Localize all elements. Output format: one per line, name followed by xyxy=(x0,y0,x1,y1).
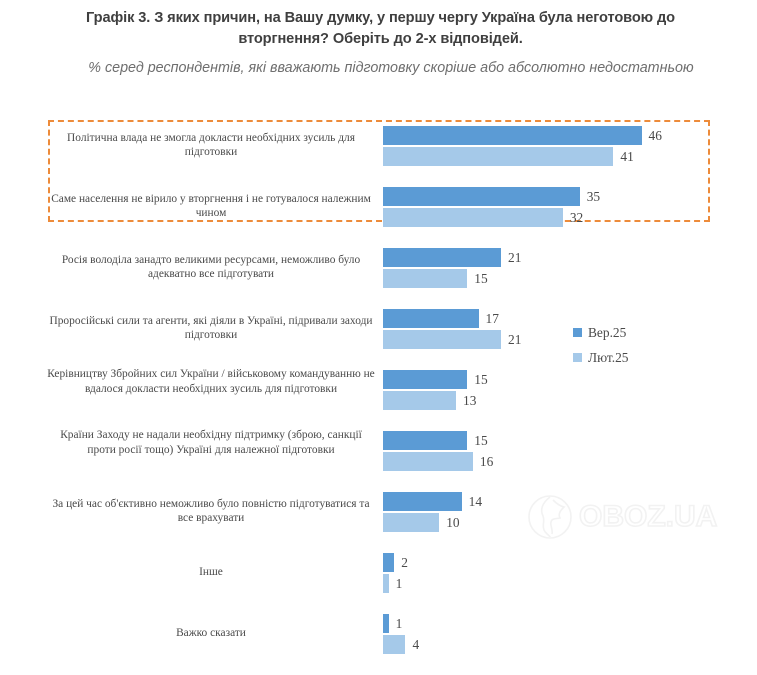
bar-sep25 xyxy=(383,126,642,145)
chart-row: Росія володіла занадто великими ресурсам… xyxy=(0,248,757,288)
chart-row: Політична влада не змогла докласти необх… xyxy=(0,126,757,166)
bar-value-label: 15 xyxy=(474,433,488,448)
bar-value-label: 21 xyxy=(508,250,522,265)
bar-sep25 xyxy=(383,187,580,206)
bar-sep25 xyxy=(383,309,479,328)
bar-rows: Політична влада не змогла докласти необх… xyxy=(0,126,757,675)
legend-label: Вер.25 xyxy=(588,324,627,340)
bar-value-label: 2 xyxy=(401,555,408,570)
bar-value-label: 46 xyxy=(648,128,662,143)
bar-sep25 xyxy=(383,492,462,511)
legend-label: Лют.25 xyxy=(588,349,629,365)
category-label: Політична влада не змогла докласти необх… xyxy=(67,131,355,159)
chart-row: Проросійські сили та агенти, які діяли в… xyxy=(0,309,757,349)
bar-value-label: 4 xyxy=(412,637,420,652)
category-label: Інше xyxy=(199,565,223,578)
bar-sep25 xyxy=(383,370,468,389)
bar-value-label: 35 xyxy=(586,189,601,204)
bar-value-label: 17 xyxy=(485,311,499,326)
chart-legend: Вер.25 Лют.25 xyxy=(573,322,629,372)
chart-row: Важко сказати 1 4 xyxy=(0,614,757,654)
bar-sep25 xyxy=(383,248,502,267)
category-label: Керівництву Збройних сил України / війсь… xyxy=(47,368,375,395)
legend-swatch-icon xyxy=(573,328,582,337)
bar-feb25 xyxy=(383,391,457,410)
bar-sep25 xyxy=(383,614,389,633)
bar-feb25 xyxy=(383,574,389,593)
bar-feb25 xyxy=(383,330,502,349)
bar-feb25 xyxy=(383,635,406,654)
bar-value-label: 41 xyxy=(620,149,634,164)
bar-feb25 xyxy=(383,269,468,288)
bar-value-label: 21 xyxy=(508,332,522,347)
bar-sep25 xyxy=(383,431,468,450)
chart-row: Керівництву Збройних сил України / війсь… xyxy=(0,368,757,410)
legend-item[interactable]: Лют.25 xyxy=(573,347,629,368)
category-label: За цей час об'єктивно неможливо було пов… xyxy=(52,497,370,525)
chart-subtitle: % серед респондентів, які вважають підго… xyxy=(88,60,694,76)
category-label: Країни Заходу не надали необхідну підтри… xyxy=(60,429,362,456)
chart-container: Графік 3. З яких причин, на Вашу думку, … xyxy=(47,10,718,654)
category-label: Проросійські сили та агенти, які діяли в… xyxy=(49,314,373,342)
bar-feb25 xyxy=(383,513,440,532)
bar-value-label: 15 xyxy=(474,372,488,387)
chart-row: За цей час об'єктивно неможливо було пов… xyxy=(0,492,757,532)
category-label: Саме населення не вірило у вторгнення і … xyxy=(51,192,371,220)
bar-value-label: 16 xyxy=(479,454,494,469)
legend-swatch-icon xyxy=(573,353,582,362)
bar-value-label: 14 xyxy=(468,494,483,509)
bar-feb25 xyxy=(383,147,614,166)
bar-value-label: 1 xyxy=(395,616,403,631)
category-label: Росія володіла занадто великими ресурсам… xyxy=(61,253,361,281)
legend-item[interactable]: Вер.25 xyxy=(573,322,629,343)
bar-sep25 xyxy=(383,553,395,572)
chart-row: Інше 2 1 xyxy=(0,553,757,593)
bar-value-label: 10 xyxy=(446,515,460,530)
bar-feb25 xyxy=(383,208,563,227)
bar-value-label: 13 xyxy=(463,393,477,408)
chart-row: Країни Заходу не надали необхідну підтри… xyxy=(0,429,757,471)
category-label: Важко сказати xyxy=(176,626,246,639)
bar-value-label: 1 xyxy=(395,576,403,591)
bar-feb25 xyxy=(383,452,473,471)
chart-row: Саме населення не вірило у вторгнення і … xyxy=(0,187,757,227)
chart-title: Графік 3. З яких причин, на Вашу думку, … xyxy=(86,10,675,47)
bar-value-label: 15 xyxy=(474,271,488,286)
bar-value-label: 32 xyxy=(569,210,584,225)
